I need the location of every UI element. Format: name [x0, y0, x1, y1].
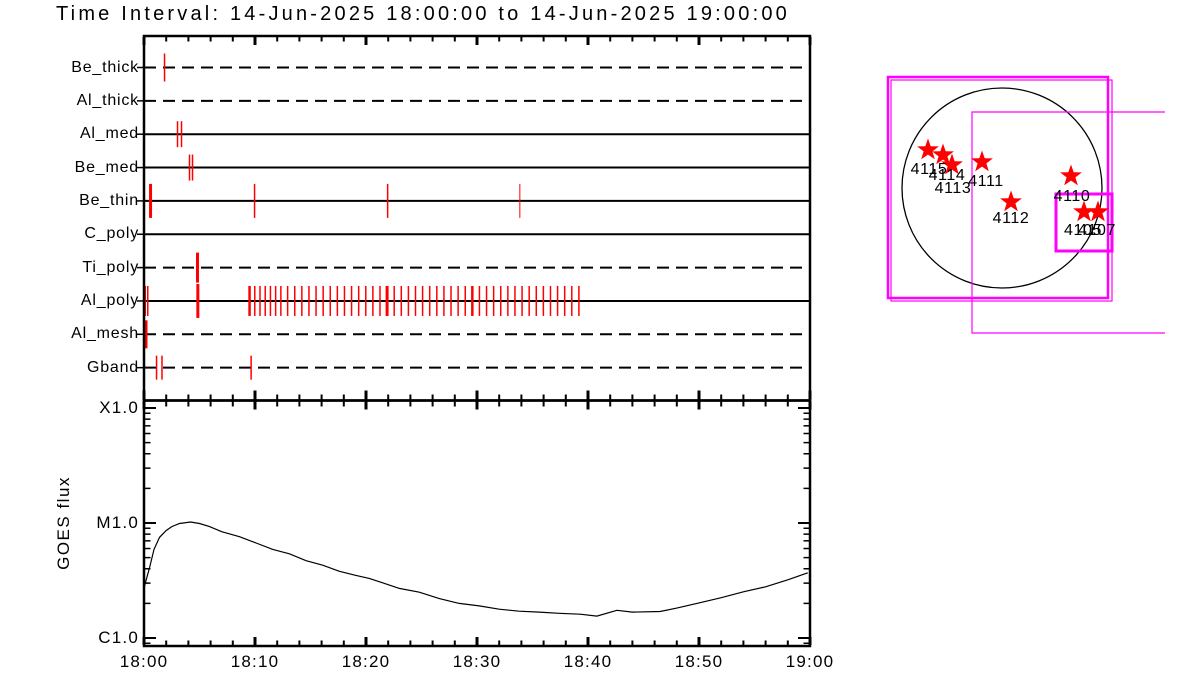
- goes-flux-curve: [143, 521, 808, 617]
- fov-box: [890, 79, 1113, 302]
- x-tick-label: 19:00: [785, 652, 835, 671]
- active-region-star: [1060, 164, 1082, 186]
- filter-row-label: Gband: [86, 358, 139, 376]
- fov-box: [886, 75, 1110, 300]
- x-tick-label: 18:10: [230, 652, 280, 671]
- active-region-label: 4115: [910, 161, 948, 178]
- active-region-label: 4112: [992, 210, 1030, 227]
- filter-row-label: Al_med: [79, 125, 139, 143]
- goes-y-tick-label: C1.0: [98, 628, 139, 647]
- goes-panel-frame: [142, 399, 812, 648]
- fov-box: [971, 111, 1165, 334]
- x-tick-label: 18:30: [452, 652, 502, 671]
- active-region-label: 4114: [928, 167, 966, 184]
- x-tick-label: 18:20: [341, 652, 391, 671]
- filter-row-label: Al_thick: [76, 91, 139, 109]
- filter-row-label: Al_mesh: [71, 325, 139, 343]
- active-region-star: [1000, 190, 1022, 212]
- active-region-star: [1087, 200, 1109, 222]
- fov-box: [1054, 192, 1114, 253]
- active-region-label: 4107: [1078, 222, 1116, 239]
- filter-row-label: Be_thick: [71, 58, 139, 76]
- active-region-star: [971, 150, 993, 172]
- active-region-label: 4111: [968, 173, 1004, 190]
- active-region-label: 4113: [934, 180, 972, 197]
- active-region-label: 4110: [1053, 188, 1091, 205]
- x-tick-label: 18:50: [674, 652, 724, 671]
- active-region-label: 4105: [1064, 222, 1102, 239]
- active-region-star: [941, 153, 963, 175]
- x-tick-label: 18:00: [119, 652, 169, 671]
- filter-row-label: Ti_poly: [82, 258, 139, 276]
- x-tick-label: 18:40: [563, 652, 613, 671]
- active-region-star: [1073, 200, 1095, 222]
- filter-row-label: Be_med: [74, 158, 139, 176]
- filter-row-label: Al_poly: [80, 291, 139, 309]
- active-region-star: [917, 138, 939, 160]
- goes-y-tick-label: X1.0: [99, 398, 139, 417]
- goes-y-tick-label: M1.0: [96, 513, 139, 532]
- active-region-star: [932, 143, 954, 165]
- solar-disk: [901, 87, 1103, 289]
- page-title: Time Interval: 14-Jun-2025 18:00:00 to 1…: [56, 3, 790, 25]
- top-panel-frame: [142, 34, 812, 402]
- filter-row-label: C_poly: [84, 225, 139, 243]
- filter-row-label: Be_thin: [79, 191, 139, 209]
